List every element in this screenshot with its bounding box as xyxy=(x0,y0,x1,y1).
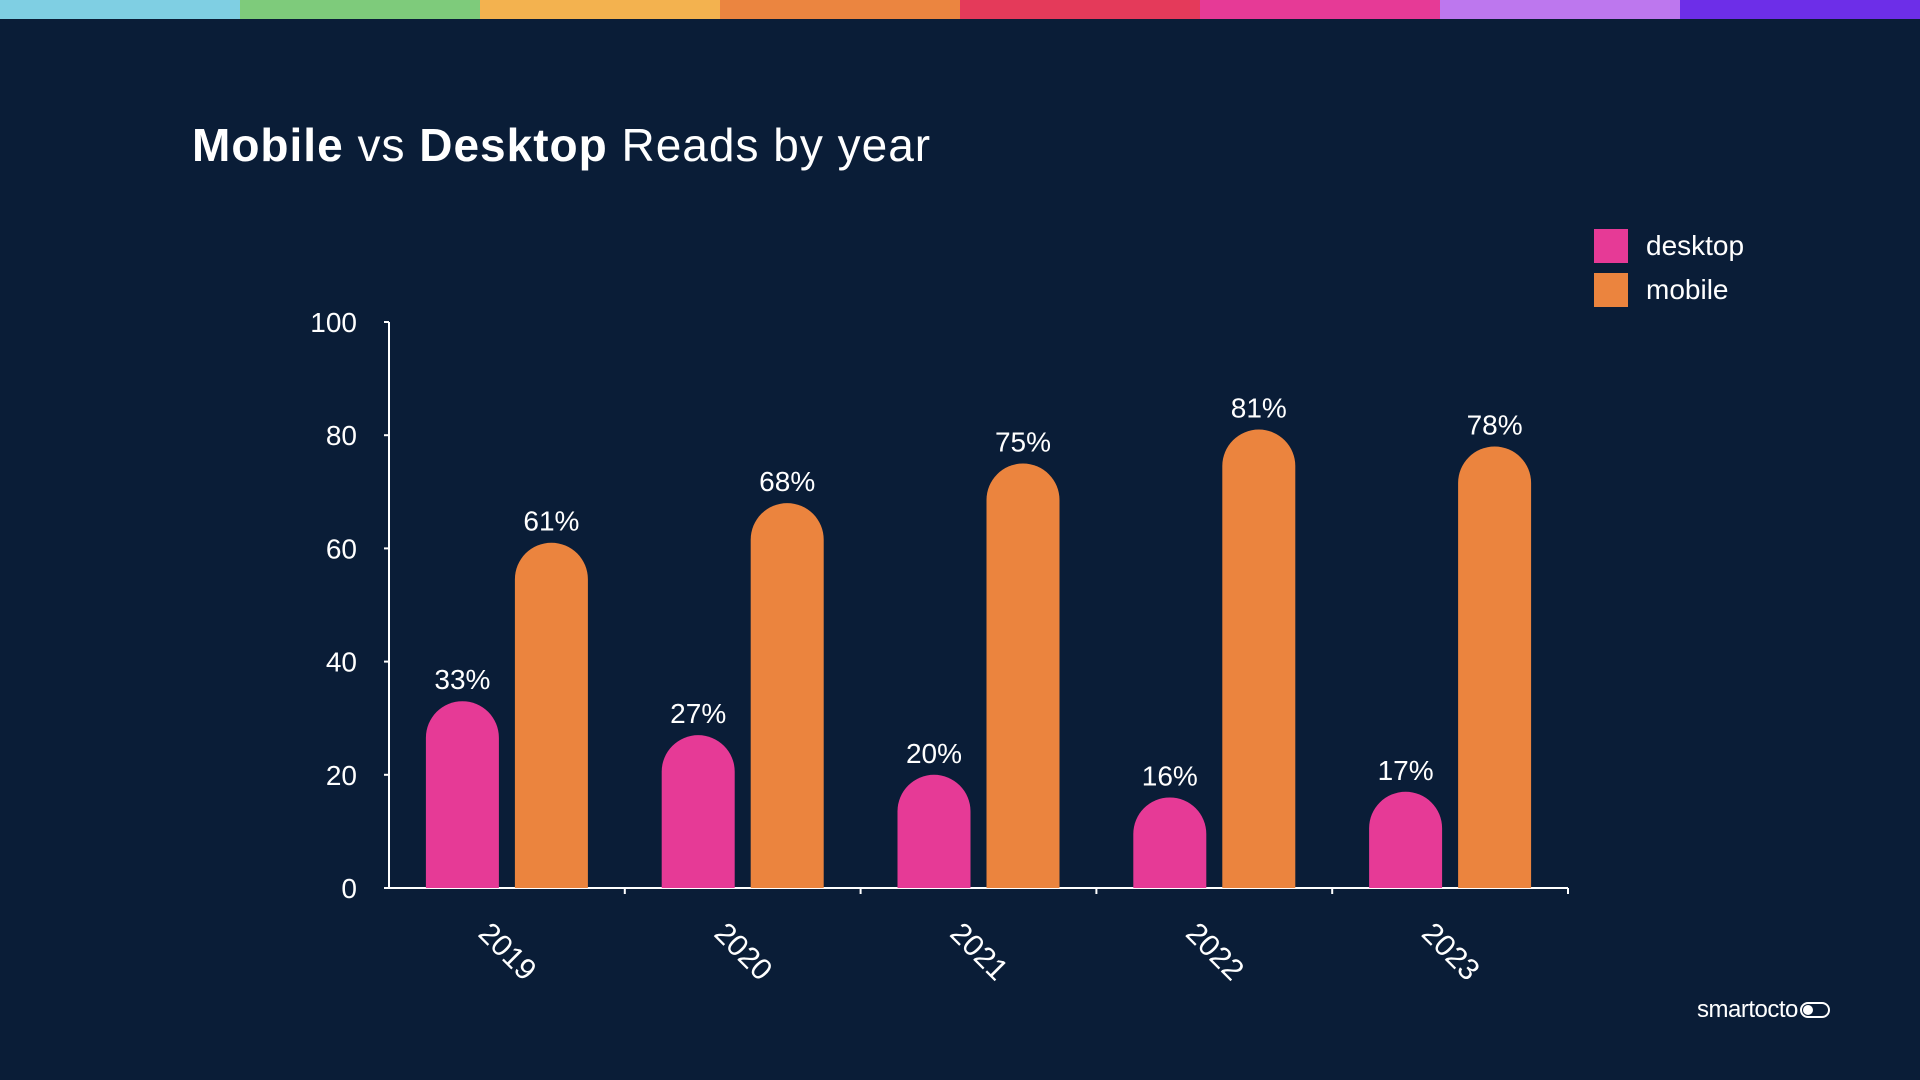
smartocto-logo: smartocto xyxy=(1697,996,1830,1024)
color-palette-bar xyxy=(0,0,1920,19)
title-vs: vs xyxy=(343,119,420,171)
bar-desktop-2022 xyxy=(1133,797,1207,888)
palette-segment-3 xyxy=(720,0,960,19)
x-tick-label-2019: 2019 xyxy=(472,917,543,988)
legend-swatch-mobile xyxy=(1594,273,1628,307)
title-rest: Reads by year xyxy=(607,119,932,171)
x-tick-label-2022: 2022 xyxy=(1179,917,1250,988)
y-tick-label: 100 xyxy=(310,307,357,338)
data-label-desktop-2022: 16% xyxy=(1142,760,1198,791)
palette-segment-6 xyxy=(1440,0,1680,19)
title-mobile: Mobile xyxy=(192,119,344,171)
logo-toggle-icon xyxy=(1799,1002,1830,1018)
title-desktop: Desktop xyxy=(419,119,608,171)
logo-text: smartocto xyxy=(1697,996,1798,1023)
palette-segment-2 xyxy=(480,0,720,19)
palette-segment-0 xyxy=(0,0,240,19)
bar-desktop-2019 xyxy=(425,701,499,888)
data-label-desktop-2021: 20% xyxy=(906,738,962,769)
data-label-mobile-2020: 68% xyxy=(759,466,815,497)
palette-segment-5 xyxy=(1200,0,1440,19)
x-tick-label-2020: 2020 xyxy=(708,917,779,988)
legend-swatch-desktop xyxy=(1594,229,1628,263)
bar-mobile-2020 xyxy=(750,503,824,888)
palette-segment-1 xyxy=(240,0,480,19)
y-tick-label: 0 xyxy=(341,873,357,904)
data-label-desktop-2019: 33% xyxy=(434,664,490,695)
bar-desktop-2021 xyxy=(897,774,971,888)
legend-item-mobile[interactable]: mobile xyxy=(1594,268,1744,312)
y-tick-label: 20 xyxy=(326,760,357,791)
data-label-mobile-2019: 61% xyxy=(523,506,579,537)
data-label-desktop-2020: 27% xyxy=(670,698,726,729)
y-tick-label: 60 xyxy=(326,533,357,564)
x-tick-label-2021: 2021 xyxy=(944,917,1015,988)
palette-segment-4 xyxy=(960,0,1200,19)
bar-mobile-2019 xyxy=(514,542,588,888)
bar-mobile-2022 xyxy=(1222,429,1296,888)
data-label-mobile-2022: 81% xyxy=(1231,393,1287,424)
bar-desktop-2020 xyxy=(661,735,735,888)
legend-label-mobile: mobile xyxy=(1646,274,1729,305)
palette-segment-7 xyxy=(1680,0,1920,19)
bar-desktop-2023 xyxy=(1369,791,1443,888)
bar-mobile-2021 xyxy=(986,463,1060,888)
legend-label-desktop: desktop xyxy=(1646,230,1745,261)
data-label-mobile-2021: 75% xyxy=(995,427,1051,458)
y-tick-label: 40 xyxy=(326,647,357,678)
chart-title: Mobile vs Desktop Reads by year xyxy=(192,118,931,172)
bar-mobile-2023 xyxy=(1458,446,1532,888)
chart-legend: desktop mobile xyxy=(1594,224,1744,312)
legend-item-desktop[interactable]: desktop xyxy=(1594,224,1744,268)
data-label-desktop-2023: 17% xyxy=(1378,755,1434,786)
y-tick-label: 80 xyxy=(326,420,357,451)
x-tick-label-2023: 2023 xyxy=(1415,917,1486,988)
data-label-mobile-2023: 78% xyxy=(1467,410,1523,441)
